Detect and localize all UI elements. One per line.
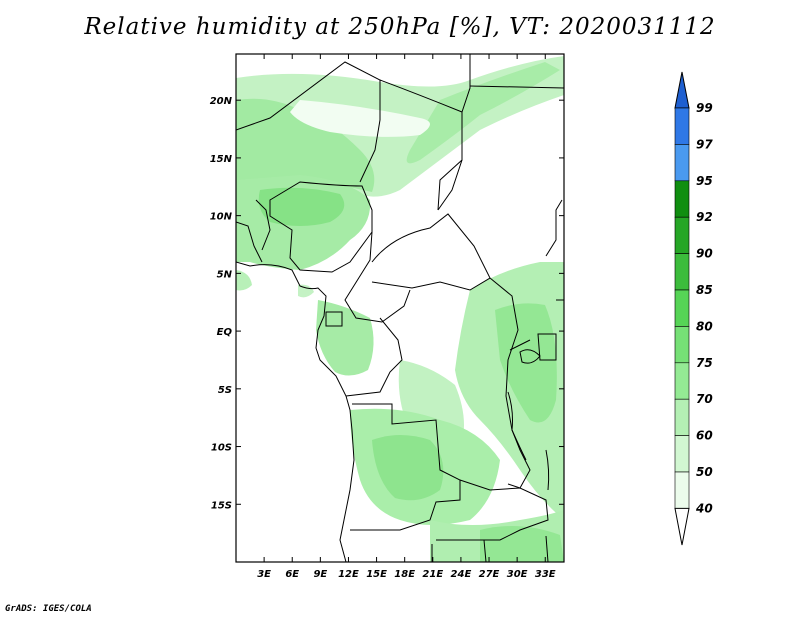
colorbar-segment	[674, 180, 690, 218]
border-nigeria	[269, 181, 373, 273]
colorbar-segment	[674, 144, 690, 182]
colorbar-segment	[674, 216, 690, 254]
colorbar-label: 60	[696, 429, 713, 443]
lon-tick-label: 33E	[535, 569, 556, 580]
lat-tick-label: 5N	[217, 269, 233, 280]
border-zambia	[436, 479, 549, 541]
colorbar-segment	[674, 326, 690, 364]
border-south	[431, 535, 549, 562]
lon-tick-label: 27E	[479, 569, 500, 580]
lon-tick-label: 12E	[338, 569, 359, 580]
border-westcoast	[236, 199, 271, 263]
lat-tick-label: 10S	[211, 443, 232, 454]
humidity-region-north-dense	[236, 98, 375, 192]
colorbar-label: 70	[696, 392, 713, 406]
colorbar-top-arrow	[674, 71, 690, 109]
humidity-region-gabon-small	[298, 284, 314, 298]
colorbar: 99 97 95 92 90 85 80 75 70 60 50 40	[674, 71, 713, 546]
map-frame	[235, 53, 565, 563]
colorbar-segment	[674, 107, 690, 145]
lon-tick-label: 3E	[257, 569, 271, 580]
border-chad-sudan	[437, 85, 564, 211]
colorbar-label: 90	[696, 247, 713, 261]
lat-tick-label: EQ	[217, 327, 233, 338]
lon-tick-label: 24E	[451, 569, 472, 580]
humidity-region-north-white	[290, 100, 430, 137]
colorbar-segment	[674, 289, 690, 327]
border-car	[371, 213, 491, 291]
country-borders	[236, 54, 564, 562]
humidity-region-west-small	[236, 270, 252, 291]
border-congo	[345, 317, 403, 397]
colorbar-segment	[674, 435, 690, 473]
colorbar-label: 95	[696, 174, 713, 188]
humidity-region-west-dense	[258, 187, 345, 226]
border-north-frontier	[461, 54, 471, 113]
grads-credit: GrADS: IGES/COLA	[5, 604, 92, 614]
colorbar-label: 85	[696, 283, 713, 297]
colorbar-segment	[674, 398, 690, 436]
colorbar-label: 75	[696, 356, 713, 370]
colorbar-label: 99	[696, 101, 713, 115]
colorbar-label: 50	[696, 465, 713, 479]
colorbar-label: 40	[695, 501, 713, 515]
lon-tick-label: 30E	[507, 569, 528, 580]
lat-tick-label: 20N	[210, 96, 233, 107]
lat-tick-label: 5S	[218, 385, 232, 396]
colorbar-segment	[674, 471, 690, 509]
axis-ticks: 3E 6E 9E 12E 15E 18E 21E 24E 27E 30E 33E 20N 15N 10N 5…	[210, 54, 564, 580]
lat-tick-label: 10N	[210, 212, 233, 223]
lake-malawi	[545, 449, 550, 491]
lat-tick-label: 15S	[211, 500, 232, 511]
colorbar-label: 97	[696, 137, 713, 151]
colorbar-segment	[674, 253, 690, 291]
colorbar-label: 92	[696, 210, 713, 224]
lon-tick-label: 6E	[285, 569, 299, 580]
border-sahara-2	[379, 79, 463, 211]
lat-tick-label: 15N	[210, 154, 233, 165]
humidity-region-angola-dense	[372, 435, 444, 501]
colorbar-segment	[674, 362, 690, 400]
border-drc-east	[489, 277, 531, 489]
colorbar-bottom-arrow	[674, 507, 690, 546]
lake-victoria	[519, 349, 541, 364]
humidity-region-southeast	[480, 526, 564, 562]
lon-tick-label: 15E	[366, 569, 387, 580]
chart-title: Relative humidity at 250hPa [%], VT: 202…	[84, 14, 716, 40]
lon-tick-label: 18E	[394, 569, 415, 580]
border-east-a	[537, 333, 557, 361]
lon-tick-label: 9E	[313, 569, 327, 580]
coastline-west	[236, 261, 355, 562]
colorbar-label: 80	[696, 319, 713, 333]
border-cameroon	[344, 231, 411, 323]
border-east-b	[509, 199, 564, 351]
lake-tanganyika	[507, 391, 527, 461]
lon-tick-label: 21E	[422, 569, 443, 580]
border-gabon	[325, 311, 343, 327]
